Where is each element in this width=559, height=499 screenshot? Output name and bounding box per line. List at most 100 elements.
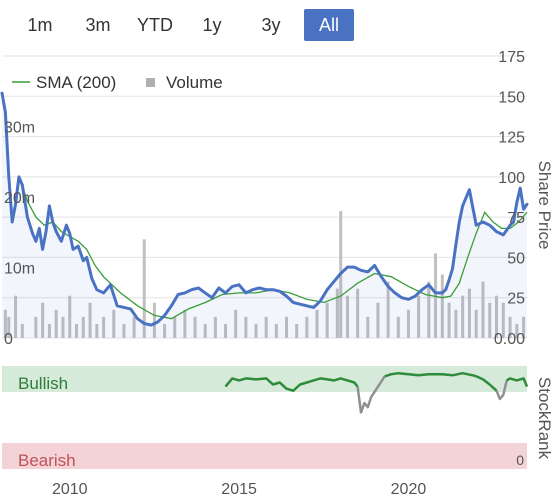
volume-bar <box>224 323 228 338</box>
volume-bar <box>122 323 126 338</box>
volume-bar <box>305 316 309 338</box>
volume-bar <box>20 323 24 338</box>
volume-bar <box>234 309 238 338</box>
bearish-band <box>2 443 527 469</box>
volume-bar <box>183 309 187 338</box>
share-price-axis-title: Share Price <box>535 161 554 250</box>
volume-tick-label: 0 <box>4 331 13 348</box>
volume-bar <box>501 302 505 338</box>
volume-bar <box>345 295 349 338</box>
volume-bar <box>75 323 79 338</box>
volume-bar <box>112 309 116 338</box>
volume-bar <box>366 316 370 338</box>
volume-tick-label: 10m <box>4 261 35 278</box>
volume-bar <box>474 309 478 338</box>
legend-volume-swatch[interactable] <box>146 78 155 87</box>
volume-bar <box>41 302 45 338</box>
volume-bar <box>461 295 465 338</box>
share-price-tick-label: 25 <box>507 291 525 308</box>
volume-bar <box>88 302 92 338</box>
volume-bar <box>315 309 319 338</box>
stockrank-neutral-line <box>356 375 386 414</box>
volume-bar <box>386 281 390 338</box>
volume-bar <box>522 316 526 338</box>
stockrank-neutral-line <box>495 380 508 401</box>
share-price-tick-label: 100 <box>498 170 525 187</box>
volume-bar <box>376 302 380 338</box>
volume-bar <box>356 288 360 338</box>
volume-bar <box>434 253 438 338</box>
share-price-tick-label: 0.00 <box>494 331 525 348</box>
volume-bar <box>454 309 458 338</box>
volume-tick-label: 20m <box>4 190 35 207</box>
volume-bar <box>54 309 58 338</box>
volume-bar <box>213 316 217 338</box>
price-area <box>2 93 527 338</box>
volume-bar <box>335 288 339 338</box>
volume-bar <box>495 295 499 338</box>
share-price-tick-label: 50 <box>507 250 525 267</box>
volume-bar <box>81 316 85 338</box>
range-button-ytd[interactable]: YTD <box>137 15 173 35</box>
share-price-tick-label: 175 <box>498 49 525 66</box>
legend-sma-label[interactable]: SMA (200) <box>36 73 116 92</box>
volume-bar <box>396 316 400 338</box>
x-tick-label: 2015 <box>221 481 257 498</box>
x-tick-label: 2020 <box>391 481 427 498</box>
volume-bar <box>142 239 146 338</box>
x-axis: 2010 2015 2020 <box>52 481 426 498</box>
price-line <box>0 91 529 327</box>
legend: SMA (200) Volume <box>12 73 223 92</box>
volume-axis: 30m 20m 10m 0 <box>4 120 35 349</box>
range-button-3m[interactable]: 3m <box>85 15 111 35</box>
volume-bar <box>68 295 72 338</box>
volume-bar <box>285 316 289 338</box>
volume-bar <box>244 316 248 338</box>
stockrank-bull-line <box>224 377 359 392</box>
volume-bar <box>467 288 471 338</box>
volume-bar <box>47 323 51 338</box>
volume-bar <box>34 316 38 338</box>
volume-bar <box>95 323 99 338</box>
range-button-1m[interactable]: 1m <box>27 15 53 35</box>
stockrank-bull-line <box>384 371 498 392</box>
volume-bar <box>14 295 18 338</box>
stockrank-bull-line <box>506 377 529 388</box>
volume-bar <box>264 316 268 338</box>
volume-bar <box>488 302 492 338</box>
share-price-axis: 175 150 125 100 75 50 25 0.00 <box>494 49 525 348</box>
volume-bar <box>203 323 207 338</box>
volume-bar <box>61 316 65 338</box>
share-price-tick-label: 150 <box>498 89 525 106</box>
volume-bars <box>3 211 526 338</box>
range-button-3y[interactable]: 3y <box>261 15 281 35</box>
volume-bar <box>417 295 421 338</box>
volume-bar <box>254 323 258 338</box>
volume-bar <box>173 316 177 338</box>
share-price-tick-label: 75 <box>507 210 525 227</box>
legend-volume-label[interactable]: Volume <box>166 73 223 92</box>
volume-bar <box>481 281 485 338</box>
volume-bar <box>132 316 136 338</box>
stockrank-zero-tick: 0 <box>516 452 524 468</box>
stockrank-lines <box>224 371 529 414</box>
bearish-label: Bearish <box>18 451 76 470</box>
volume-bar <box>447 302 451 338</box>
share-price-tick-label: 125 <box>498 130 525 147</box>
bullish-label: Bullish <box>18 374 68 393</box>
volume-bar <box>325 302 329 338</box>
volume-bar <box>427 281 431 338</box>
volume-bar <box>295 323 299 338</box>
stockrank-panel: Bullish Bearish 0 <box>2 366 529 470</box>
x-tick-label: 2010 <box>52 481 88 498</box>
volume-tick-label: 30m <box>4 120 35 137</box>
volume-bar <box>508 316 512 338</box>
volume-bar <box>515 323 519 338</box>
volume-bar <box>102 316 106 338</box>
stockrank-axis-title: StockRank <box>535 377 554 460</box>
range-button-all[interactable]: All <box>304 9 354 41</box>
volume-bar <box>193 316 197 338</box>
volume-bar <box>7 316 11 338</box>
range-button-1y[interactable]: 1y <box>202 15 222 35</box>
